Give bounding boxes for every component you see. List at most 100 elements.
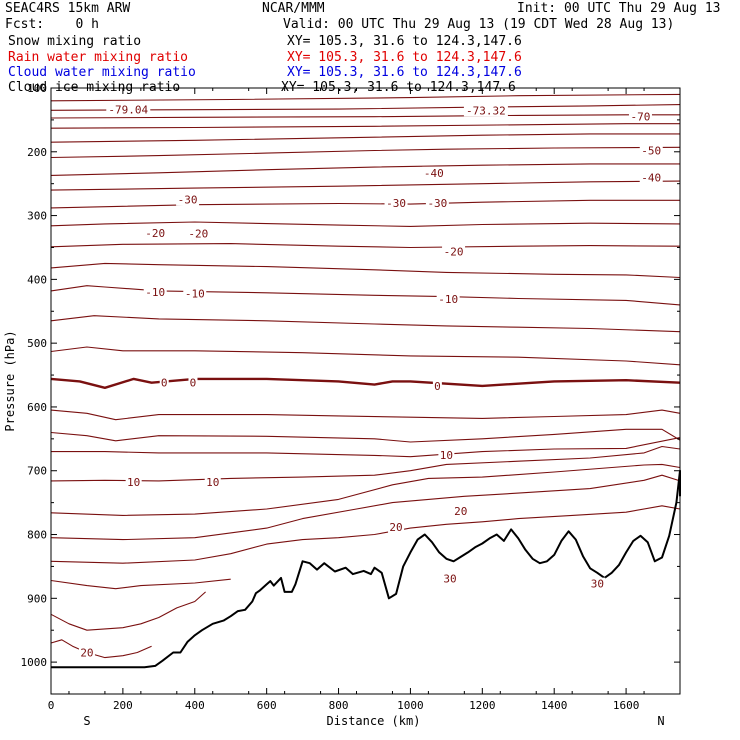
y-top-label: 100 (27, 82, 47, 95)
isotherm-label: -79.04 (108, 104, 148, 117)
isotherm-line (50, 578, 231, 590)
y-tick-label: 500 (27, 337, 47, 350)
isotherm-label-bg (78, 646, 95, 659)
isotherm-line (50, 463, 681, 516)
isotherm-label: 30 (591, 578, 604, 591)
x-tick-label: 200 (113, 699, 133, 712)
isotherm-line (50, 93, 681, 102)
forecast-hour: Fcst: 0 h (5, 17, 99, 32)
isotherm-label-bg (125, 476, 142, 489)
y-tick-label: 800 (27, 529, 47, 542)
isotherm-line (50, 199, 680, 209)
isotherm-label: -40 (424, 167, 444, 180)
isotherm-line (50, 445, 681, 482)
isotherm-label-bg (422, 166, 446, 179)
plot-frame (50, 87, 681, 695)
x-tick-label: 0 (48, 699, 55, 712)
isotherm-label: -70 (631, 111, 651, 124)
isotherm-label: -40 (641, 171, 661, 184)
y-tick-label: 600 (27, 401, 47, 414)
x-tick-label: 600 (257, 699, 277, 712)
isotherm-label-bg (442, 245, 466, 258)
isotherm-label: 0 (190, 377, 197, 390)
y-tick-label: 700 (27, 465, 47, 478)
isotherm-line (50, 428, 681, 443)
x-axis-label: Distance (km) (327, 714, 421, 728)
isotherm-label-bg (589, 577, 606, 590)
isotherm-label-bg (463, 104, 508, 117)
legend-snow-name: Snow mixing ratio (8, 34, 142, 49)
x-tick-label: 400 (185, 699, 205, 712)
isotherm-label-bg (106, 103, 151, 116)
isotherm-line (50, 243, 681, 249)
isotherm-line (50, 133, 680, 143)
isotherm-label: 20 (454, 505, 467, 518)
isotherm-label: 30 (443, 573, 456, 586)
legend-snow-xy: XY= 105.3, 31.6 to 124.3,147.6 (287, 34, 522, 49)
isotherm-label: 10 (440, 449, 453, 462)
isotherm-line (50, 474, 681, 541)
isotherm-label-bg (639, 144, 663, 157)
isotherm-line (50, 409, 681, 421)
isotherm-label: -30 (386, 197, 406, 210)
isotherm-label-bg (188, 376, 198, 389)
isotherm-labels: -79.04 -73.32 -70 -50 -40 -40 -30 -30 -30 -20 -20 -… (78, 103, 663, 660)
axes: 0 200 400 600 800 1000 1200 1400 160010009008007… (3, 82, 680, 728)
isotherm-label-bg (432, 379, 442, 392)
x-tick-label: 800 (329, 699, 349, 712)
isotherm-label: -50 (641, 145, 661, 158)
isotherm-label-bg (159, 376, 169, 389)
terrain-line (51, 469, 681, 669)
isotherm-label-bg (388, 520, 405, 533)
isotherm-line (50, 123, 680, 129)
y-tick-label: 300 (27, 210, 47, 223)
isotherm-line (50, 262, 681, 279)
isotherm-line (50, 505, 681, 564)
y-axis-label: Pressure (hPa) (3, 330, 17, 431)
legend-rain-xy: XY= 105.3, 31.6 to 124.3,147.6 (287, 50, 522, 65)
isotherm-line (50, 639, 152, 659)
isotherm-line (50, 163, 680, 176)
isotherm-label: 10 (127, 476, 140, 489)
org-label: NCAR/MMM (262, 1, 325, 16)
isotherm-line (50, 104, 681, 111)
north-label: N (657, 714, 664, 728)
isotherm-label-bg (438, 448, 455, 461)
y-tick-label: 400 (27, 273, 47, 286)
x-tick-label: 1000 (397, 699, 424, 712)
isotherm-label-bg (143, 286, 167, 299)
legend-cloud-water-name: Cloud water mixing ratio (8, 65, 196, 80)
isotherm-label: -10 (145, 286, 165, 299)
isotherm-label: -20 (145, 227, 165, 240)
isotherm-label: -30 (427, 197, 447, 210)
isotherm-line (50, 346, 681, 366)
isotherm-label-bg (441, 572, 458, 585)
isotherm-label-bg (452, 504, 469, 517)
isotherm-line (50, 591, 206, 631)
isotherm-label-bg (143, 226, 167, 239)
isotherm-label-bg (639, 171, 663, 184)
isotherm-label: 0 (434, 380, 441, 393)
isotherm-label-bg (183, 287, 207, 300)
isotherm-label: 0 (161, 377, 168, 390)
isotherm-label: -10 (185, 287, 205, 300)
isotherm-line (51, 437, 681, 458)
init-time: Init: 00 UTC Thu 29 Aug 13 (517, 1, 721, 16)
isotherm-line (50, 377, 681, 389)
isotherm-line (50, 221, 681, 227)
isotherm-label-bg (176, 193, 200, 206)
isotherm-label: -20 (188, 227, 208, 240)
isotherm-label-bg (186, 227, 210, 240)
legend-rain-name: Rain water mixing ratio (8, 50, 189, 65)
isotherm-line (50, 146, 681, 159)
south-label: S (83, 714, 90, 728)
isotherm-line (50, 180, 681, 191)
isotherm-lines (50, 93, 681, 659)
isotherm-label: 10 (206, 476, 219, 489)
isotherm-label-bg (384, 196, 408, 209)
isotherm-line (50, 315, 681, 333)
isotherm-label-bg (425, 196, 449, 209)
isotherm-label-bg (204, 476, 221, 489)
valid-time: Valid: 00 UTC Thu 29 Aug 13 (19 CDT Wed … (283, 17, 675, 32)
legend-cloud-water-xy: XY= 105.3, 31.6 to 124.3,147.6 (287, 65, 522, 80)
